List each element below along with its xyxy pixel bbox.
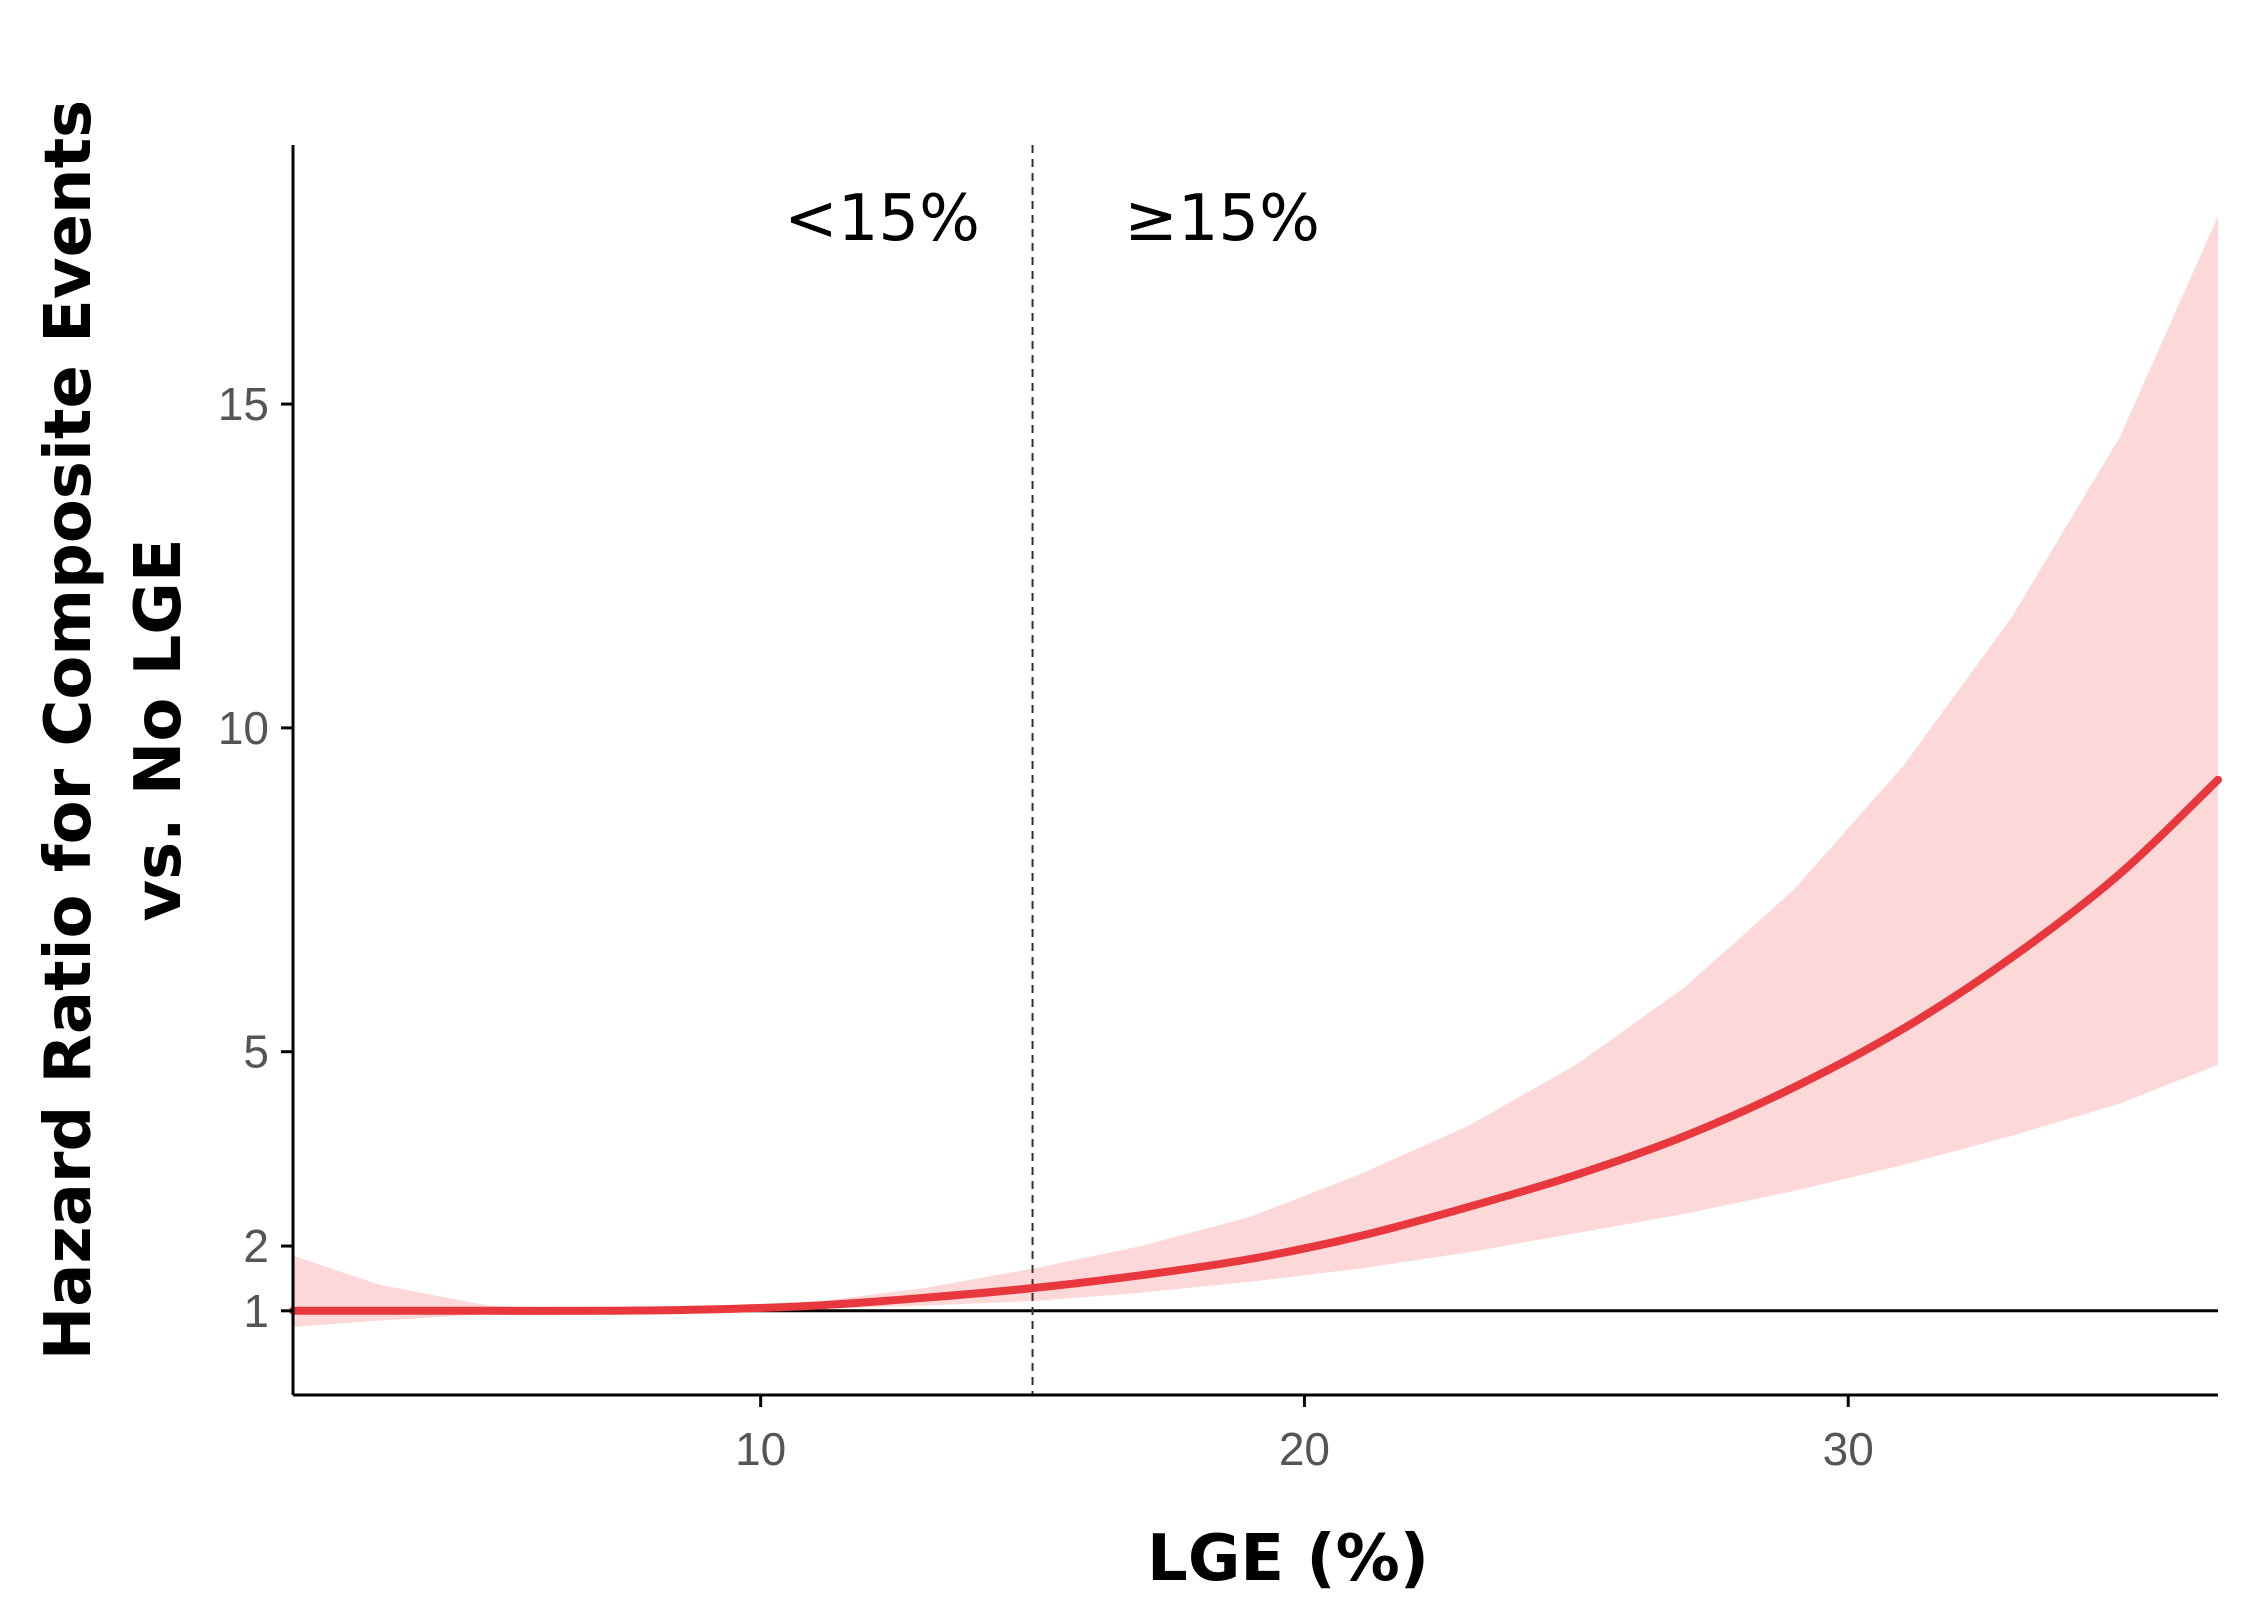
x-axis-title: LGE (%) <box>1147 1522 1429 1596</box>
hazard-ratio-curve <box>289 775 2222 1315</box>
x-tick-label: 30 <box>1823 1423 1874 1475</box>
x-tick-label: 20 <box>1279 1423 1330 1475</box>
region-label-left: <15% <box>784 182 980 256</box>
region-label-right: ≥15% <box>1124 182 1320 256</box>
hazard-curve-layer <box>289 775 2222 1315</box>
ticks-layer: 1 2 5 10 15 10 20 30 <box>218 378 1874 1475</box>
y-tick-label: 2 <box>243 1220 269 1272</box>
confidence-band-layer <box>293 216 2218 1328</box>
confidence-band <box>293 216 2218 1328</box>
y-tick-label: 5 <box>243 1026 269 1078</box>
x-tick-label: 10 <box>735 1423 786 1475</box>
y-tick-label: 10 <box>218 702 269 754</box>
axes-layer <box>291 145 2218 1397</box>
y-axis-title: Hazard Ratio for Composite Events vs. No… <box>32 100 196 1361</box>
y-tick-label: 1 <box>243 1285 269 1337</box>
y-tick-label: 15 <box>218 378 269 430</box>
y-axis-title-line1: Hazard Ratio for Composite Events <box>32 100 106 1361</box>
y-axis-title-line2: vs. No LGE <box>122 538 196 921</box>
